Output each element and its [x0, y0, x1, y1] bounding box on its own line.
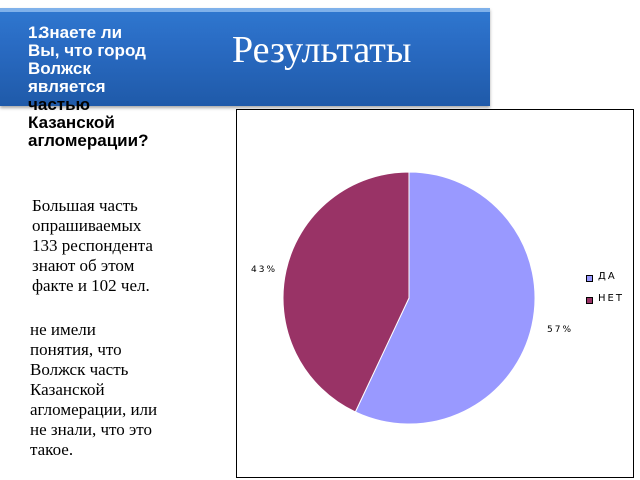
text-line: Большая часть: [32, 196, 138, 215]
text-line: Волжск часть: [30, 360, 129, 379]
question-number: 1.: [28, 23, 43, 42]
legend-label: НЕТ: [598, 293, 624, 304]
answer-paragraph-2: не имели понятия, что Волжск часть Казан…: [30, 320, 200, 460]
slice-value-label: 57%: [547, 325, 573, 335]
pie-chart: 57% 43%: [251, 171, 573, 425]
question-line: Вы, что город: [28, 41, 146, 60]
chart-legend: ДА НЕТ: [586, 270, 630, 314]
question-line: является: [28, 77, 106, 96]
answer-paragraph-1: Большая часть опрашиваемых 133 респонден…: [32, 196, 202, 296]
chart-frame: 57% 43%: [236, 109, 634, 478]
legend-item-da: ДА: [586, 270, 630, 292]
legend-swatch: [586, 297, 593, 304]
legend-label: ДА: [598, 271, 617, 282]
text-line: понятия, что: [30, 340, 122, 359]
text-line: 133 респондента: [32, 236, 153, 255]
pie-slice-net: [282, 171, 410, 413]
text-line: не знали, что это: [30, 420, 152, 439]
slice-value-label: 43%: [251, 265, 277, 275]
text-line: факте и 102 чел.: [32, 276, 150, 295]
text-line: агломерации, или: [30, 400, 158, 419]
text-line: не имели: [30, 320, 96, 339]
question-line: Казанской: [28, 113, 115, 132]
text-line: опрашиваемых: [32, 216, 142, 235]
legend-item-net: НЕТ: [586, 292, 630, 314]
legend-swatch: [586, 275, 593, 282]
question-text: 1. Знаете ли Вы, что город Волжск являет…: [28, 24, 198, 150]
question-line: частью: [28, 95, 91, 114]
question-line: агломерации?: [28, 131, 149, 150]
text-line: Казанской: [30, 380, 105, 399]
text-line: такое.: [30, 440, 74, 459]
text-line: знают об этом: [32, 256, 135, 275]
question-line: 1. Знаете ли: [28, 23, 123, 42]
pie-slice-da: [354, 171, 536, 425]
question-line: Волжск: [28, 59, 91, 78]
slide-title: Результаты: [232, 29, 412, 71]
header-bar: [0, 8, 490, 106]
